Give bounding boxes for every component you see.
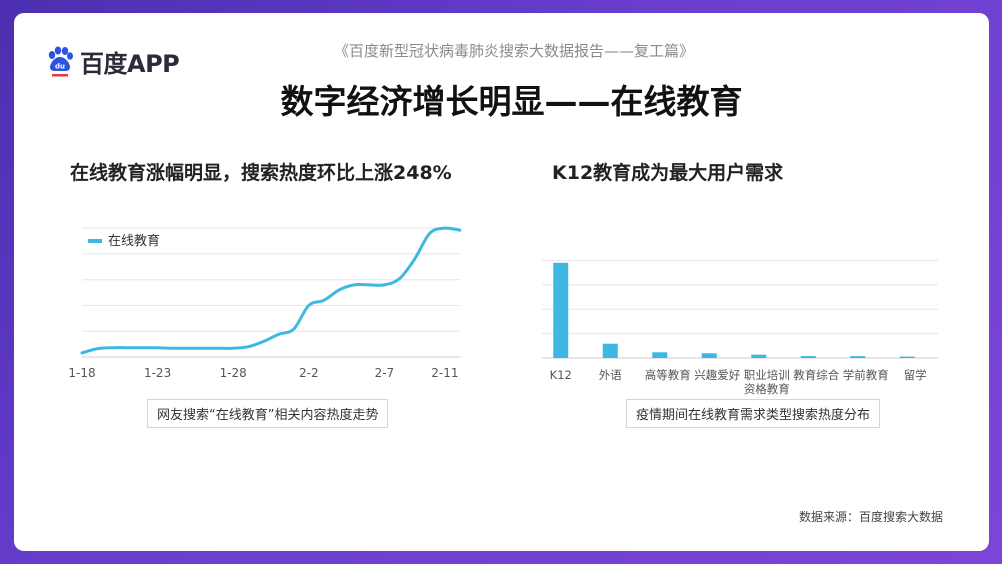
left-chart-caption: 网友搜索“在线教育”相关内容热度走势 (147, 399, 389, 428)
report-title: 《百度新型冠状病毒肺炎搜索大数据报告——复工篇》 (333, 42, 694, 60)
x-tick-label: 1-23 (144, 366, 171, 380)
logo-text: 百度APP (80, 50, 180, 78)
x-tick-label: 2-7 (375, 366, 395, 380)
x-tick-label: 2-11 (431, 366, 458, 380)
x-tick-label: K12 (550, 368, 572, 382)
x-tick-label: 教育综合 (793, 368, 839, 382)
bar-高等教育 (652, 352, 668, 358)
x-tick-label: 外语 (599, 368, 622, 382)
baidu-paw-icon: du (48, 46, 73, 76)
bar-留学 (899, 356, 915, 358)
bar-兴趣爱好 (701, 353, 717, 358)
x-tick-label: 兴趣爱好 (694, 368, 740, 382)
x-tick-label: 1-18 (68, 366, 95, 380)
legend-label: 在线教育 (108, 233, 160, 249)
legend-swatch (88, 239, 102, 243)
x-tick-label: 学前教育 (843, 368, 889, 382)
data-source: 数据来源：百度搜索大数据 (798, 510, 943, 524)
bar-职业培训资格教育 (751, 354, 767, 358)
right-chart-subtitle: K12教育成为最大用户需求 (552, 162, 784, 184)
report-slide: du 百度APP 《百度新型冠状病毒肺炎搜索大数据报告——复工篇》 数字经济增长… (14, 13, 989, 551)
right-chart-caption: 疫情期间在线教育需求类型搜索热度分布 (626, 399, 881, 428)
x-tick-label: 留学 (904, 368, 927, 382)
bar-K12 (553, 262, 569, 358)
page-title: 数字经济增长明显——在线教育 (280, 82, 743, 121)
x-tick-label: 职业培训 (744, 368, 790, 382)
x-tick-label: 1-28 (220, 366, 247, 380)
bar-外语 (602, 343, 618, 358)
x-tick-label: 2-2 (299, 366, 319, 380)
x-tick-label: 高等教育 (645, 368, 691, 382)
svg-text:du: du (55, 62, 65, 70)
series-line-在线教育 (80, 226, 462, 355)
left-chart-subtitle: 在线教育涨幅明显，搜索热度环比上涨248% (70, 162, 452, 184)
baidu-logo: du 百度APP (46, 44, 180, 79)
bar-教育综合 (800, 356, 816, 358)
x-tick-label: 资格教育 (744, 382, 790, 396)
bar-学前教育 (850, 356, 866, 358)
line-chart: 在线教育 1-18 1-23 1-28 2-2 2-7 2-11 (68, 226, 462, 380)
